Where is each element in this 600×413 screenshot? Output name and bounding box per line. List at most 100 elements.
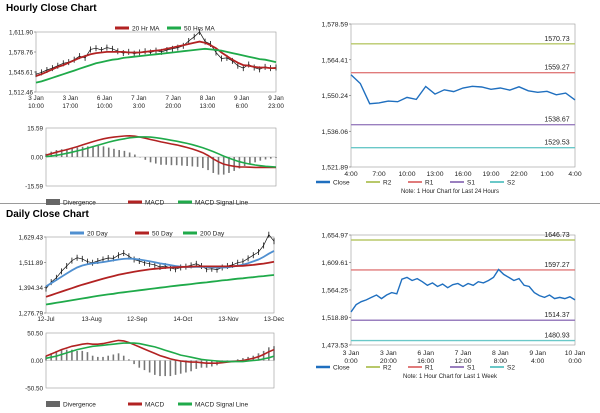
x-tick-label: 7 Jan 12:00: [454, 350, 471, 365]
legend-r1-label: R1: [425, 180, 434, 187]
x-tick-label: 4:00: [568, 171, 581, 178]
y-tick-label: 1,511.89: [19, 260, 44, 267]
macd-line: [45, 134, 276, 169]
y-tick-label: 1,564.41: [322, 57, 349, 64]
x-tick-label: 13:00: [426, 171, 443, 178]
legend-r2-label: R2: [383, 365, 392, 372]
x-tick-label: 3 Jan 10:00: [28, 95, 44, 110]
legend-signal-label: MACD Signal Line: [195, 200, 248, 207]
y-tick-label: 1,629.43: [18, 235, 43, 242]
level-label-r2: 1646.73: [544, 232, 569, 239]
x-tick-label: 22:00: [510, 171, 527, 178]
y-tick-label: 1,394.34: [18, 285, 43, 292]
section-divider: [0, 203, 600, 204]
hourly-macd-chart: 15.59 0.00 -15.59 Divergence MACD MACD Signal…: [25, 126, 277, 207]
y-tick-label: 1,473.53: [322, 343, 349, 350]
x-tick-label: 13-Nov: [218, 316, 239, 323]
legend-s2-label: S2: [507, 365, 515, 372]
y-tick-label: 1,550.24: [322, 93, 349, 100]
x-tick-label: 3 Jan 17:00: [62, 95, 78, 110]
x-tick-label: 9 Jan 6:00: [234, 95, 250, 110]
y-tick-label: 1,609.61: [322, 260, 349, 267]
hourly-section-title: Hourly Close Chart: [6, 3, 97, 14]
x-tick-label: 7 Jan 3:00: [131, 95, 147, 110]
daily-pivot-chart: 1,654.97 1,609.61 1,564.25 1,518.89 1,473.53…: [316, 232, 586, 380]
y-tick-label: 1,578.76: [8, 50, 33, 57]
series-line-20-hr-ma: [35, 40, 276, 77]
level-label-r2: 1570.73: [544, 36, 569, 43]
series-line-50-hrs-ma: [35, 47, 277, 84]
x-tick-label: 8 Jan 8:00: [492, 350, 509, 365]
level-label-s1: 1538.67: [544, 117, 569, 124]
x-tick-label: 7:00: [372, 171, 385, 178]
legend-macd-label: MACD: [145, 200, 164, 207]
y-tick-label: -50.50: [25, 386, 43, 393]
y-tick-label: 50.50: [27, 331, 43, 338]
y-tick-label: 1,518.89: [322, 315, 349, 322]
legend-close-label: Close: [333, 180, 350, 187]
x-tick-label: 8 Jan 13:00: [200, 95, 216, 110]
close-line: [350, 268, 576, 313]
y-tick-label: 0.00: [31, 155, 44, 162]
close-line: [350, 74, 576, 105]
y-tick-label: 1,564.25: [322, 288, 349, 295]
legend-s1-label: S1: [467, 180, 475, 187]
legend-item-label: 20 Day: [87, 231, 108, 238]
x-tick-label: 7 Jan 20:00: [165, 95, 181, 110]
legend-divergence-label: Divergence: [63, 402, 96, 409]
x-tick-label: 6 Jan 10:00: [97, 95, 113, 110]
price-line: [45, 234, 275, 289]
divergence-swatch: [46, 199, 60, 205]
x-tick-label: 3 Jan 20:00: [380, 350, 397, 365]
x-tick-label: 4:00: [344, 171, 357, 178]
legend-item-label: 200 Day: [200, 231, 225, 238]
y-tick-label: 15.59: [27, 126, 43, 133]
y-tick-label: -15.59: [25, 184, 43, 191]
y-tick-label: 1,611.90: [9, 30, 34, 37]
y-tick-label: 1,545.61: [8, 70, 33, 77]
divergence-swatch: [46, 401, 60, 407]
plot-frame: [45, 236, 275, 314]
macd-signal-line: [45, 136, 277, 168]
legend-close-label: Close: [333, 365, 350, 372]
x-tick-label: 1:00: [540, 171, 553, 178]
x-tick-label: 3 Jan 0:00: [343, 350, 360, 365]
chart-note: Note: 1 Hour Chart for Last 24 Hours: [401, 189, 499, 195]
legend-item-label: 50 Day: [152, 231, 173, 238]
y-tick-label: 1,578.59: [322, 22, 349, 29]
macd-signal-line: [45, 342, 275, 363]
legend-signal-label: MACD Signal Line: [195, 402, 248, 409]
chart-note: Note: 1 Hour Chart for Last 1 Week: [403, 374, 498, 380]
hourly-pivot-chart: 1,578.59 1,564.41 1,550.24 1,536.06 1,521.89…: [316, 22, 582, 195]
y-tick-label: 1,654.97: [322, 233, 349, 240]
level-label-s1: 1514.37: [544, 312, 569, 319]
macd-line: [45, 339, 275, 365]
plot-frame: [350, 23, 576, 168]
x-tick-label: 9 Jan 23:00: [268, 95, 284, 110]
hourly-price-chart: 1,611.90 1,578.76 1,545.61 1,512.463 Jan 10:…: [8, 26, 284, 111]
x-tick-label: 6 Jan 16:00: [417, 350, 434, 365]
y-tick-label: 1,536.06: [322, 129, 349, 136]
plot-frame: [350, 234, 576, 346]
legend-s1-label: S1: [467, 365, 475, 372]
x-tick-label: 13-Dec: [264, 316, 284, 323]
legend-macd-label: MACD: [145, 402, 164, 409]
x-tick-label: 10:00: [398, 171, 415, 178]
x-tick-label: 12-Sep: [127, 316, 148, 323]
x-tick-label: 10 Jan 0:00: [565, 350, 586, 365]
x-tick-label: 19:00: [482, 171, 499, 178]
legend-s2-label: S2: [507, 180, 515, 187]
y-tick-label: 1,276.79: [18, 311, 43, 318]
x-tick-label: 16:00: [454, 171, 471, 178]
legend-item-label: 20 Hr MA: [132, 26, 160, 33]
series-line-50-day: [45, 260, 275, 298]
legend-r2-label: R2: [383, 180, 392, 187]
x-tick-label: 9 Jan 4:00: [529, 350, 546, 365]
level-label-s2: 1529.53: [544, 140, 569, 147]
daily-macd-chart: 50.50 0.00 -50.50 Divergence MACD MACD Signal…: [25, 331, 275, 409]
y-tick-label: 1,512.46: [8, 90, 33, 97]
series-line-200-day: [45, 274, 275, 306]
daily-section-title: Daily Close Chart: [6, 209, 89, 220]
level-label-r1: 1559.27: [544, 65, 569, 72]
